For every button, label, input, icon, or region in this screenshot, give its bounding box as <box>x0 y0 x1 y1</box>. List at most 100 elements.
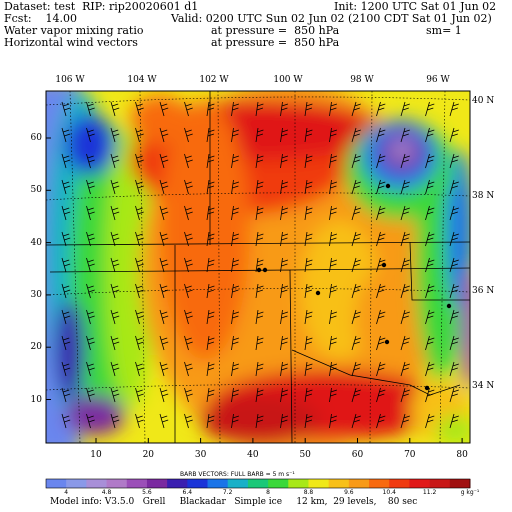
wind-barb <box>280 309 289 325</box>
wind-barb <box>400 257 410 273</box>
wind-barb <box>110 335 120 351</box>
wind-barb <box>184 205 193 221</box>
lon-label: 98 W <box>350 75 374 85</box>
colorbar-swatch <box>86 479 108 488</box>
x-tick-label: 70 <box>404 450 416 460</box>
wind-barb <box>206 335 215 351</box>
wind-barb <box>231 231 240 247</box>
wind-barb <box>86 387 95 403</box>
wind-barb <box>280 231 289 247</box>
wind-barb <box>86 309 95 325</box>
wind-barb <box>329 387 338 403</box>
wind-barb <box>425 179 435 195</box>
wind-barb <box>110 153 120 169</box>
wind-barb <box>449 179 459 195</box>
wind-barb <box>135 257 144 273</box>
wind-barb <box>449 413 459 429</box>
colorbar-tick-label: 10.4 <box>382 489 396 496</box>
colorbar-swatch <box>348 479 370 488</box>
wind-barb <box>376 309 386 325</box>
wind-barb <box>184 309 193 325</box>
colorbar-tick-label: 8 <box>266 489 271 496</box>
wind-barb <box>184 179 193 195</box>
wind-barb <box>135 361 144 377</box>
colorbar-swatch <box>328 479 350 488</box>
wind-barb <box>449 127 459 143</box>
wind-barb <box>449 205 459 221</box>
wind-barb <box>304 361 313 377</box>
wind-barb <box>304 387 313 403</box>
wind-barb <box>135 205 144 221</box>
wind-barb <box>135 231 144 247</box>
wind-barb <box>329 101 338 117</box>
colorbar-tick-label: 9.6 <box>344 489 354 496</box>
wind-barb <box>351 283 361 299</box>
smoothing-label: sm= 1 <box>426 24 462 37</box>
wind-barb <box>280 179 289 195</box>
wind-barb <box>351 387 361 403</box>
wind-barb <box>184 387 193 403</box>
map-frame <box>45 90 471 444</box>
wind-barb <box>206 127 215 143</box>
y-tick-label: 10 <box>30 394 42 405</box>
wind-barb <box>206 153 215 169</box>
wind-barb <box>255 283 264 299</box>
y-tick-label: 60 <box>30 133 42 143</box>
wind-barb <box>425 205 435 221</box>
colorbar-swatch <box>126 479 148 488</box>
wind-barb <box>304 257 313 273</box>
wind-barb <box>231 101 240 117</box>
wind-barb <box>376 127 386 143</box>
wind-barb <box>231 153 240 169</box>
colorbar-swatch <box>308 479 330 488</box>
wind-barb <box>110 309 120 325</box>
wind-barb <box>184 231 193 247</box>
lon-label: 106 W <box>55 75 85 85</box>
wind-barb <box>206 413 215 429</box>
wind-barb <box>110 387 120 403</box>
lon-label: 102 W <box>199 75 229 85</box>
wind-barb <box>61 387 71 403</box>
wind-barb <box>255 387 264 403</box>
colorbar-swatch <box>429 479 451 488</box>
field1-name: Water vapor mixing ratio <box>4 24 144 37</box>
valid-label: Valid: 0200 UTC Sun 02 Jun 02 (2100 CDT … <box>171 12 492 25</box>
wind-barb <box>110 257 120 273</box>
wind-barb <box>206 387 215 403</box>
wind-barb <box>329 413 338 429</box>
wind-barb <box>159 361 169 377</box>
wind-barb <box>206 101 215 117</box>
wind-barb <box>61 205 71 221</box>
wind-barb <box>159 309 169 325</box>
wind-barb <box>61 257 71 273</box>
wind-barb <box>86 153 95 169</box>
wind-barb <box>351 231 361 247</box>
colorbar-tick-label: 8.8 <box>303 489 314 496</box>
wind-barb <box>449 101 459 117</box>
wind-barb <box>304 205 313 221</box>
wind-barb <box>110 361 120 377</box>
wind-barb <box>304 413 313 429</box>
colorbar-swatch <box>369 479 390 488</box>
colorbar-tick-label: 7.2 <box>222 489 233 496</box>
wind-barb <box>351 335 361 351</box>
wind-barb <box>135 413 144 429</box>
wind-barb <box>400 335 410 351</box>
wind-barb <box>135 283 144 299</box>
y-tick-label: 30 <box>30 289 42 300</box>
wind-barb <box>61 413 71 429</box>
wind-barb <box>206 257 215 273</box>
colorbar-swatch <box>268 479 289 488</box>
wind-barb <box>86 257 95 273</box>
wind-barb <box>280 101 289 117</box>
moisture-field <box>46 91 470 443</box>
colorbar-swatch <box>449 479 471 488</box>
dataset-label: Dataset: test RIP: rip20020601 d1 <box>4 0 199 13</box>
wind-barb <box>184 283 193 299</box>
wind-barb <box>304 179 313 195</box>
wind-barb <box>110 179 120 195</box>
wind-barb <box>304 101 313 117</box>
wind-barb <box>351 179 361 195</box>
wind-barb <box>351 101 361 117</box>
wind-barb <box>400 413 410 429</box>
